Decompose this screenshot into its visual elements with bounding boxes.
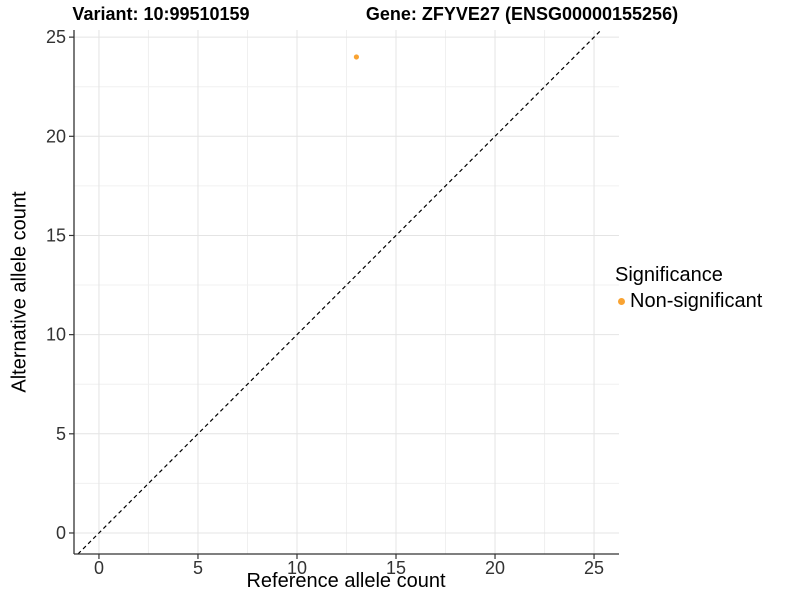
legend-key-dot: [618, 297, 625, 305]
x-tick-label: 15: [386, 558, 406, 578]
x-axis-title: Reference allele count: [246, 570, 446, 592]
y-tick-label: 0: [56, 523, 66, 543]
y-tick-label: 15: [46, 225, 66, 245]
legend-item-label: Non-significant: [630, 290, 763, 312]
legend-item: Non-significant: [615, 289, 762, 313]
y-tick-label: 25: [46, 27, 66, 47]
plot-title-gene: Gene: ZFYVE27 (ENSG00000155256): [365, 4, 679, 24]
x-tick-label: 25: [584, 558, 604, 578]
x-tick-label: 10: [287, 558, 307, 578]
y-tick-label: 20: [46, 126, 66, 146]
data-point: [353, 54, 360, 60]
legend: Significance Non-significant: [615, 263, 762, 313]
identity-line: [77, 29, 602, 555]
plot-title-variant: Variant: 10:99510159: [72, 4, 250, 24]
y-tick-label: 5: [56, 424, 66, 444]
y-tick-label: 10: [46, 325, 66, 345]
y-axis-title: Alternative allele count: [8, 191, 31, 393]
x-tick-label: 0: [94, 558, 104, 578]
x-tick-label: 20: [485, 558, 505, 578]
x-tick-label: 5: [193, 558, 203, 578]
legend-title: Significance: [615, 264, 723, 286]
